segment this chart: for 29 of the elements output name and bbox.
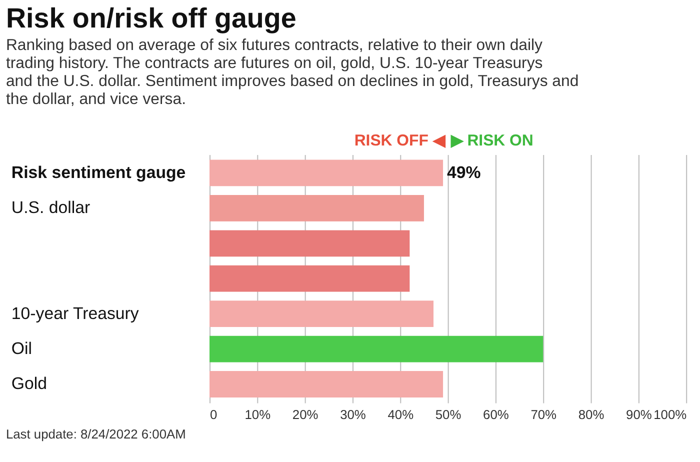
x-tick-label: 40% bbox=[388, 407, 414, 422]
text: RISK OFF ◀ bbox=[354, 132, 446, 150]
bar bbox=[210, 336, 544, 362]
y-tick-label: Oil bbox=[11, 338, 32, 358]
x-tick-label: 100% bbox=[654, 407, 687, 422]
y-tick-label: U.S. dollar bbox=[11, 198, 91, 218]
x-tick-label: 0 bbox=[210, 407, 218, 422]
x-tick-label: 30% bbox=[340, 407, 366, 422]
y-tick-label: Risk sentiment gauge bbox=[11, 162, 186, 182]
x-tick-label: 90% bbox=[626, 407, 652, 422]
x-tick-label: 50% bbox=[435, 407, 462, 422]
text: ▶ RISK ON bbox=[450, 132, 534, 150]
chart-subtitle: Ranking based on average of six futures contracts, relative to their own daily trading history. The contracts are futures on oil, gold, U.S. 10-year Treasurys and the U.S. dollar. Sentiment improves based on declines in gold, Treasurys and the dollar, and vice versa. bbox=[6, 37, 579, 108]
bar bbox=[210, 194, 424, 222]
bar bbox=[210, 371, 444, 398]
x-tick-label: 80% bbox=[578, 407, 604, 422]
x-tick-label: 70% bbox=[530, 407, 557, 422]
y-tick-label: Gold bbox=[11, 374, 48, 394]
text: Last update: 8/24/2022 6:00AM bbox=[6, 426, 186, 442]
x-tick-label: 10% bbox=[244, 407, 271, 422]
y-tick-label: 10-year Treasury bbox=[11, 304, 140, 323]
bar bbox=[210, 265, 410, 292]
x-tick-label: 60% bbox=[483, 407, 509, 422]
chart-title: Risk on/risk off gauge bbox=[6, 2, 296, 34]
data-label: 49% bbox=[447, 162, 481, 182]
bar bbox=[210, 160, 444, 186]
bar bbox=[210, 230, 410, 257]
bar bbox=[210, 300, 434, 328]
x-tick-label: 20% bbox=[292, 407, 318, 422]
